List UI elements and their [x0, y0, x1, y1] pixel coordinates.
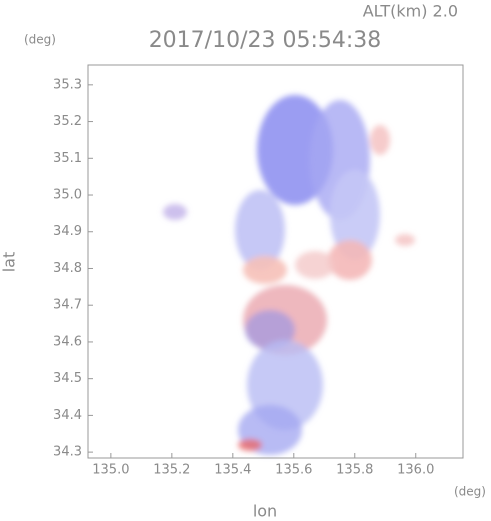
y-tick-label: 35.3: [53, 77, 82, 92]
y-tick-label: 34.3: [53, 445, 82, 460]
x-tick-label: 135.4: [214, 463, 251, 478]
x-tick-label: 135.6: [275, 463, 312, 478]
y-tick-label: 34.9: [53, 224, 82, 239]
x-tick-label: 136.0: [397, 463, 434, 478]
y-tick-label: 34.7: [53, 298, 82, 313]
y-tick-label: 34.5: [53, 371, 82, 386]
y-unit: (deg): [24, 33, 56, 47]
radar-field: [163, 95, 415, 455]
plot-frame: [87, 64, 464, 459]
altitude-label: ALT(km) 2.0: [363, 2, 458, 21]
x-unit: (deg): [454, 485, 486, 499]
x-axis-label: lon: [253, 502, 277, 521]
y-axis-label: lat: [0, 252, 19, 273]
y-tick-label: 34.4: [53, 408, 82, 423]
x-tick-label: 135.0: [92, 463, 129, 478]
chart-title: 2017/10/23 05:54:38: [149, 28, 382, 53]
y-tick-label: 35.0: [53, 188, 82, 203]
y-tick-label: 34.6: [53, 334, 82, 349]
x-tick-label: 135.8: [336, 463, 373, 478]
y-tick-label: 34.8: [53, 261, 82, 276]
y-tick-label: 35.1: [53, 151, 82, 166]
x-tick-label: 135.2: [153, 463, 190, 478]
y-tick-label: 35.2: [53, 114, 82, 129]
